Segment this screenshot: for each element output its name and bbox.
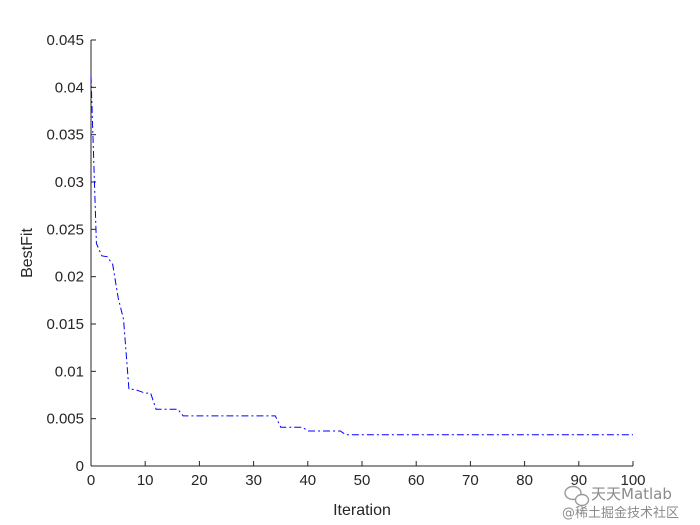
x-tick-label: 80	[516, 472, 533, 489]
plot-area: 0 10 20 30 40 50 60 70 80 90 100 0 0.005 0.01 0.015 0.0…	[46, 32, 645, 489]
y-tick-label: 0.02	[55, 269, 84, 286]
x-tick-label: 40	[299, 472, 316, 489]
y-tick-label: 0.04	[55, 79, 84, 96]
x-tick-label: 90	[570, 472, 587, 489]
x-tick-label: 30	[245, 472, 262, 489]
y-axis-label: BestFit	[19, 228, 36, 278]
y-tick-label: 0.005	[46, 411, 84, 428]
x-tick-label: 50	[354, 472, 371, 489]
y-tick-label: 0.015	[46, 316, 84, 333]
y-tick-label: 0.01	[55, 363, 84, 380]
x-tick-label: 10	[137, 472, 154, 489]
series-line	[90, 75, 633, 436]
y-tick-label: 0.045	[46, 32, 84, 49]
watermark: 天天Matlab @稀土掘金技术社区	[562, 485, 679, 521]
x-tick-label: 0	[87, 472, 95, 489]
x-tick-label: 100	[620, 472, 645, 489]
y-tick-label: 0	[76, 458, 84, 475]
y-tick-label: 0.025	[46, 221, 84, 238]
watermark-line2: @稀土掘金技术社区	[562, 505, 679, 521]
y-tick-label: 0.03	[55, 174, 84, 191]
x-tick-label: 70	[462, 472, 479, 489]
wechat-icon	[564, 485, 590, 507]
x-tick-label: 20	[191, 472, 208, 489]
watermark-line1: 天天Matlab	[591, 485, 672, 503]
x-axis-label: Iteration	[333, 502, 391, 519]
x-tick-label: 60	[408, 472, 425, 489]
y-tick-label: 0.035	[46, 127, 84, 144]
